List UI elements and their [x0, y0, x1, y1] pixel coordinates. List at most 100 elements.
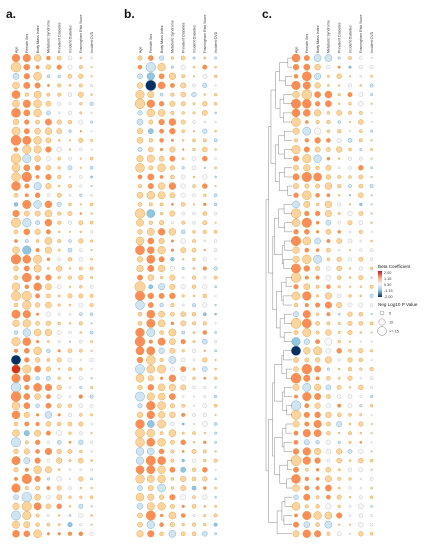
bubble-mark	[68, 193, 72, 197]
bubble-mark	[370, 432, 373, 435]
legend-color-tick: -2.00	[384, 295, 393, 299]
bubble-mark	[292, 484, 300, 492]
bubble-mark	[24, 183, 30, 189]
bubble-mark	[170, 92, 175, 97]
bubble-mark	[337, 129, 342, 134]
bubble-mark	[359, 248, 363, 252]
bubble-mark	[12, 530, 20, 538]
bubble-mark	[180, 531, 186, 537]
bubble-mark	[67, 92, 73, 97]
bubble-mark	[136, 530, 144, 538]
bubble-mark	[56, 119, 62, 125]
bubble-mark	[304, 183, 310, 189]
bubble-mark	[78, 302, 84, 308]
bubble-mark	[359, 440, 363, 444]
panel-a: a. Age Female Sex Body Mass Index Metabolic …	[6, 7, 94, 538]
bubble-mark	[56, 284, 62, 290]
bubble-mark	[202, 321, 207, 326]
bubble-mark	[192, 120, 196, 124]
bubble-mark	[135, 300, 145, 310]
bubble-mark	[68, 386, 72, 389]
bubble-mark	[336, 110, 343, 116]
bubble-mark	[90, 239, 94, 243]
bubble-mark	[57, 523, 61, 527]
bubble-mark	[33, 328, 42, 337]
bubble-mark	[326, 247, 331, 253]
bubble-mark	[359, 148, 363, 151]
dendrogram-branch	[279, 62, 288, 82]
column-label: Female Sex	[305, 34, 309, 53]
bubble-mark	[348, 203, 352, 206]
bubble-mark	[347, 220, 353, 226]
bubble-mark	[34, 228, 41, 235]
bubble-mark	[348, 386, 352, 389]
bubble-mark	[180, 466, 187, 473]
bubble-mark	[337, 312, 341, 316]
bubble-mark	[192, 431, 196, 435]
bubble-mark	[79, 385, 83, 389]
bubble-mark	[90, 130, 93, 133]
bubble-mark	[369, 321, 374, 326]
bubble-mark	[23, 521, 31, 529]
bubble-mark	[191, 458, 196, 463]
bubble-mark	[159, 376, 164, 380]
bubble-mark	[157, 364, 166, 374]
bubble-mark	[214, 221, 217, 224]
bubble-mark	[168, 182, 177, 190]
bubble-mark	[191, 156, 197, 161]
bubble-mark	[90, 340, 94, 344]
bubble-mark	[326, 193, 331, 198]
bubble-mark	[23, 448, 30, 455]
bubble-mark	[169, 503, 175, 509]
bubble-mark	[67, 403, 73, 408]
bubble-mark	[348, 349, 352, 353]
bubble-mark	[90, 385, 94, 389]
bubble-mark	[57, 257, 62, 262]
panel-letter: a.	[6, 7, 16, 21]
bubble-mark	[11, 364, 21, 374]
bubble-mark	[79, 130, 82, 133]
bubble-mark	[68, 312, 72, 316]
bubble-mark	[35, 275, 40, 280]
bubble-mark	[213, 340, 218, 344]
panel-letter: b.	[124, 7, 135, 21]
bubble-mark	[22, 300, 32, 310]
bubble-mark	[203, 202, 207, 207]
bubble-mark	[35, 513, 40, 518]
bubble-mark	[358, 174, 364, 180]
bubble-mark	[293, 357, 299, 363]
bubble-mark	[56, 457, 63, 464]
bubble-mark	[170, 321, 175, 326]
bubble-mark	[11, 217, 21, 228]
bubble-mark	[348, 56, 352, 60]
bubble-mark	[13, 467, 19, 473]
bubble-mark	[90, 56, 93, 60]
bubble-mark	[90, 276, 94, 280]
bubble-mark	[358, 165, 364, 171]
bubble-mark	[90, 148, 93, 151]
bubble-mark	[44, 411, 53, 419]
bubble-mark	[79, 312, 83, 316]
bubble-mark	[13, 302, 19, 308]
bubble-mark	[22, 218, 32, 228]
bubble-mark	[358, 256, 364, 262]
dendrogram-branch	[282, 391, 287, 411]
bubble-mark	[301, 171, 312, 183]
bubble-mark	[79, 468, 83, 472]
bubble-mark	[202, 110, 208, 116]
bubble-mark	[90, 514, 93, 517]
bubble-mark	[135, 374, 145, 383]
bubble-mark	[192, 321, 196, 326]
bubble-mark	[347, 156, 353, 161]
bubble-mark	[56, 330, 62, 335]
dendrogram-branch	[275, 144, 280, 182]
bubble-mark	[22, 154, 32, 164]
bubble-mark	[202, 211, 207, 216]
bubble-mark	[33, 502, 42, 511]
bubble-mark	[89, 166, 94, 170]
bubble-mark	[34, 155, 41, 162]
bubble-mark	[358, 138, 363, 143]
bubble-mark	[33, 264, 42, 273]
bubble-mark	[22, 511, 32, 520]
bubble-mark	[315, 339, 321, 345]
